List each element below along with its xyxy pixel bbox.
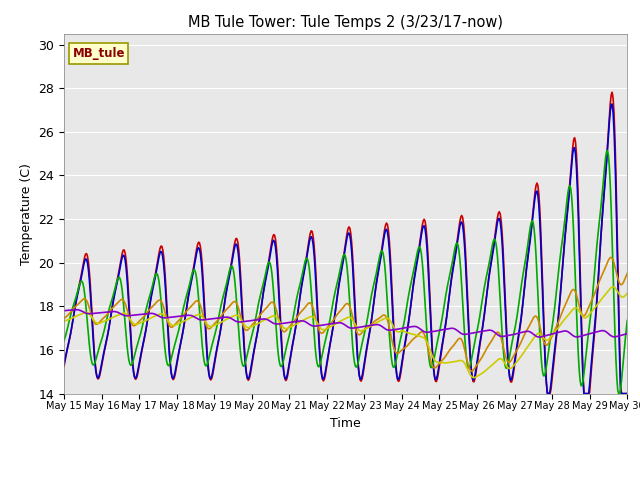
Title: MB Tule Tower: Tule Temps 2 (3/23/17-now): MB Tule Tower: Tule Temps 2 (3/23/17-now… [188, 15, 503, 30]
Tul2_Ts-8 [607, 254, 615, 260]
Tul2_Tw+2 [543, 391, 551, 396]
Tul2_Ts-32 [437, 327, 445, 333]
Y-axis label: Temperature (C): Temperature (C) [20, 163, 33, 264]
Tul2_Ts-4 [205, 356, 212, 361]
Tul2_Ts-4 [392, 359, 400, 365]
Tul2_Tw+2 [623, 391, 631, 396]
Tul2_Tw+2 [160, 254, 168, 260]
Tul2_Tw+2 [205, 369, 212, 375]
Tul2_Ts-16 [315, 323, 323, 328]
Tul2_Ts-4 [484, 266, 492, 272]
Tul2_Tw+2 [315, 331, 323, 336]
Legend: Tul2_Tw+2, Tul2_Ts-2, Tul2_Ts-4, Tul2_Ts-8, Tul2_Ts-16, Tul2_Ts-32: Tul2_Tw+2, Tul2_Ts-2, Tul2_Ts-4, Tul2_Ts… [78, 476, 613, 480]
Tul2_Tw+2 [392, 363, 400, 369]
Tul2_Ts-2 [623, 391, 631, 396]
Tul2_Ts-2 [160, 262, 168, 267]
Tul2_Ts-4 [160, 332, 168, 337]
Line: Tul2_Ts-4: Tul2_Ts-4 [64, 151, 627, 394]
Line: Tul2_Ts-2: Tul2_Ts-2 [64, 104, 627, 394]
Tul2_Ts-2 [607, 101, 615, 107]
Tul2_Ts-2 [205, 371, 212, 376]
Tul2_Ts-16 [470, 375, 478, 381]
Tul2_Ts-16 [436, 360, 444, 365]
Tul2_Ts-16 [205, 323, 212, 329]
Tul2_Ts-32 [485, 327, 493, 333]
Tul2_Ts-32 [623, 331, 631, 336]
Tul2_Ts-32 [60, 308, 68, 313]
Tul2_Ts-8 [485, 342, 493, 348]
Tul2_Ts-16 [160, 312, 168, 318]
Tul2_Ts-4 [315, 364, 323, 370]
Tul2_Ts-8 [468, 368, 476, 374]
Tul2_Ts-8 [315, 327, 323, 333]
Tul2_Ts-4 [60, 338, 68, 344]
Tul2_Ts-32 [393, 326, 401, 332]
Tul2_Tw+2 [60, 363, 68, 369]
Tul2_Ts-16 [609, 284, 617, 289]
Tul2_Ts-16 [485, 365, 493, 371]
Tul2_Ts-8 [160, 304, 168, 310]
Tul2_Ts-4 [436, 326, 444, 332]
Tul2_Ts-8 [205, 326, 212, 332]
Tul2_Ts-4 [623, 318, 631, 324]
Tul2_Ts-16 [60, 318, 68, 324]
Tul2_Ts-2 [392, 365, 400, 371]
Tul2_Ts-8 [623, 271, 631, 276]
Tul2_Ts-4 [604, 148, 611, 154]
Tul2_Ts-16 [392, 328, 400, 334]
Line: Tul2_Ts-32: Tul2_Ts-32 [64, 310, 627, 337]
Tul2_Tw+2 [484, 280, 492, 286]
Tul2_Tw+2 [608, 89, 616, 95]
Line: Tul2_Tw+2: Tul2_Tw+2 [64, 92, 627, 394]
Text: MB_tule: MB_tule [72, 47, 125, 60]
Tul2_Ts-8 [392, 349, 400, 355]
Tul2_Ts-8 [60, 316, 68, 322]
Line: Tul2_Ts-8: Tul2_Ts-8 [64, 257, 627, 371]
Tul2_Ts-2 [545, 391, 552, 396]
Tul2_Ts-2 [315, 337, 323, 343]
Tul2_Ts-32 [72, 307, 80, 312]
Tul2_Ts-32 [316, 323, 324, 328]
Tul2_Ts-8 [436, 360, 444, 365]
Tul2_Ts-32 [161, 315, 168, 321]
Tul2_Ts-32 [206, 316, 214, 322]
Line: Tul2_Ts-16: Tul2_Ts-16 [64, 287, 627, 378]
Tul2_Ts-2 [484, 281, 492, 287]
Tul2_Tw+2 [436, 358, 444, 363]
Tul2_Ts-32 [535, 334, 543, 340]
Tul2_Ts-2 [436, 355, 444, 360]
X-axis label: Time: Time [330, 417, 361, 430]
Tul2_Ts-4 [615, 391, 623, 396]
Tul2_Ts-2 [60, 361, 68, 367]
Tul2_Ts-16 [623, 290, 631, 296]
